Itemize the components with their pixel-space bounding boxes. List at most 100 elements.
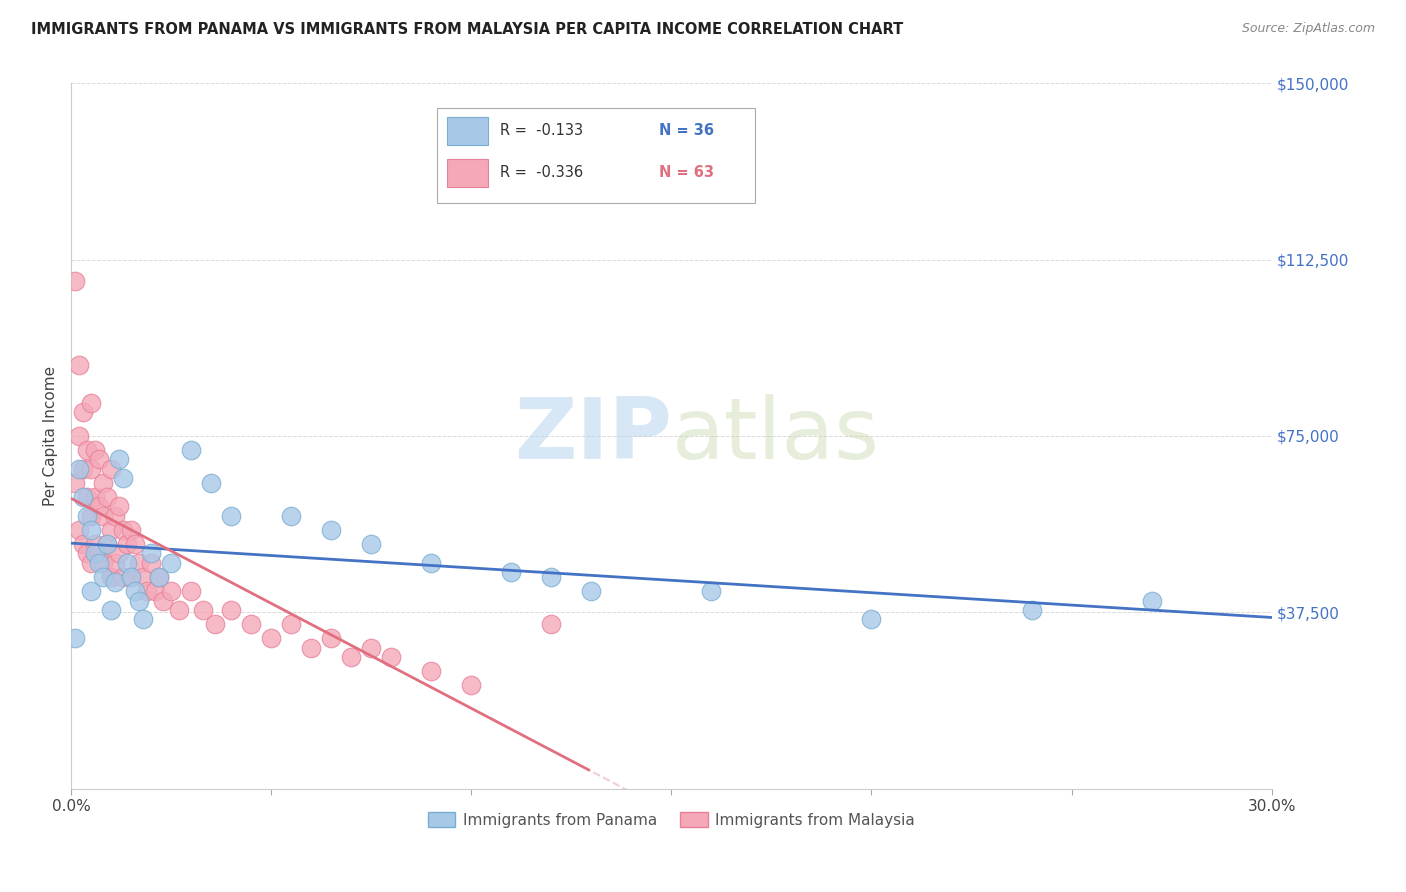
Text: N = 63: N = 63 — [659, 166, 714, 180]
Point — [96, 537, 118, 551]
Point — [128, 593, 150, 607]
Point — [132, 570, 155, 584]
Point — [67, 359, 90, 373]
Point — [67, 429, 90, 443]
Point — [72, 490, 94, 504]
Point — [136, 584, 159, 599]
Point — [80, 396, 103, 410]
Point — [84, 490, 107, 504]
Point — [104, 574, 127, 589]
Point — [84, 547, 107, 561]
Point — [100, 570, 122, 584]
Point — [89, 547, 111, 561]
Point — [221, 603, 243, 617]
Point — [360, 640, 382, 655]
Point — [160, 584, 183, 599]
Point — [132, 612, 155, 626]
Point — [65, 475, 87, 490]
Point — [80, 523, 103, 537]
Point — [120, 523, 142, 537]
Point — [76, 490, 98, 504]
Point — [72, 405, 94, 419]
FancyBboxPatch shape — [437, 108, 755, 203]
Point — [89, 500, 111, 514]
Text: N = 36: N = 36 — [659, 123, 714, 138]
Point — [108, 547, 131, 561]
Point — [460, 678, 482, 692]
Point — [321, 631, 343, 645]
Point — [180, 443, 202, 458]
Point — [89, 452, 111, 467]
Point — [501, 566, 523, 580]
Point — [148, 570, 170, 584]
Point — [169, 603, 191, 617]
Point — [160, 556, 183, 570]
Point — [143, 584, 166, 599]
Point — [581, 584, 603, 599]
Point — [80, 584, 103, 599]
Point — [700, 584, 723, 599]
Point — [299, 640, 322, 655]
Point — [91, 475, 114, 490]
Point — [193, 603, 215, 617]
Point — [96, 490, 118, 504]
Point — [420, 556, 443, 570]
Point — [148, 570, 170, 584]
Point — [152, 593, 174, 607]
Point — [204, 617, 226, 632]
Point — [120, 570, 142, 584]
Point — [141, 547, 163, 561]
Point — [112, 570, 135, 584]
Point — [221, 508, 243, 523]
Point — [84, 537, 107, 551]
Point — [117, 556, 139, 570]
Point — [72, 462, 94, 476]
Point — [84, 443, 107, 458]
Point — [108, 500, 131, 514]
Point — [280, 508, 302, 523]
Text: atlas: atlas — [672, 394, 879, 477]
Text: Source: ZipAtlas.com: Source: ZipAtlas.com — [1241, 22, 1375, 36]
Point — [124, 584, 146, 599]
Point — [120, 570, 142, 584]
Point — [100, 462, 122, 476]
Point — [128, 556, 150, 570]
Point — [380, 649, 402, 664]
Point — [91, 508, 114, 523]
Point — [65, 631, 87, 645]
Point — [321, 523, 343, 537]
Y-axis label: Per Capita Income: Per Capita Income — [44, 366, 58, 506]
Point — [108, 452, 131, 467]
Point — [76, 547, 98, 561]
Point — [91, 570, 114, 584]
Point — [89, 556, 111, 570]
Point — [117, 537, 139, 551]
Point — [96, 537, 118, 551]
Legend: Immigrants from Panama, Immigrants from Malaysia: Immigrants from Panama, Immigrants from … — [422, 806, 921, 834]
Point — [100, 603, 122, 617]
Text: R =  -0.336: R = -0.336 — [499, 166, 583, 180]
Point — [240, 617, 263, 632]
Point — [80, 462, 103, 476]
Text: R =  -0.133: R = -0.133 — [499, 123, 583, 138]
Point — [72, 537, 94, 551]
Point — [1140, 593, 1163, 607]
Point — [104, 556, 127, 570]
Point — [360, 537, 382, 551]
Point — [67, 523, 90, 537]
Point — [112, 523, 135, 537]
Point — [540, 570, 562, 584]
Point — [65, 274, 87, 288]
Point — [420, 664, 443, 678]
Point — [200, 475, 222, 490]
Point — [76, 508, 98, 523]
Point — [260, 631, 283, 645]
Text: ZIP: ZIP — [513, 394, 672, 477]
Point — [80, 556, 103, 570]
Point — [860, 612, 883, 626]
FancyBboxPatch shape — [447, 159, 488, 187]
Point — [1021, 603, 1043, 617]
Point — [340, 649, 363, 664]
Point — [141, 556, 163, 570]
FancyBboxPatch shape — [447, 117, 488, 145]
